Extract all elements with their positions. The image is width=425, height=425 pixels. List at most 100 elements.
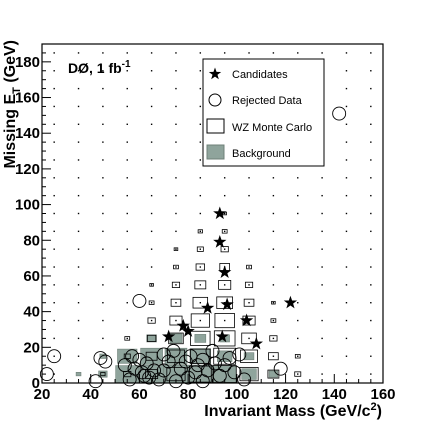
- grid-dot: [345, 355, 348, 357]
- rejected-data-circle: [227, 365, 242, 380]
- grid-dot: [150, 230, 153, 233]
- grid-dot: [150, 248, 153, 250]
- wz-box: [220, 246, 229, 253]
- wz-box: [218, 280, 232, 290]
- grid-dot: [199, 141, 202, 143]
- grid-dot: [53, 159, 55, 161]
- grid-dot: [102, 266, 104, 268]
- x-tick-label: 120: [273, 386, 298, 403]
- y-tick-label: 160: [15, 90, 40, 107]
- grid-dot: [126, 194, 128, 197]
- background-box: [98, 370, 108, 378]
- grid-dot: [77, 105, 80, 108]
- grid-dot: [223, 212, 226, 215]
- rejected-data-circle: [151, 372, 166, 387]
- background-box: [75, 371, 82, 377]
- grid-dot: [175, 177, 177, 179]
- grid-dot: [297, 52, 299, 54]
- grid-dot: [102, 159, 104, 161]
- grid-dot: [321, 266, 323, 268]
- rejected-data-circle: [169, 374, 183, 389]
- grid-dot: [321, 373, 323, 375]
- grid-dot: [370, 355, 372, 357]
- wz-box: [269, 335, 278, 342]
- grid-dot: [77, 302, 80, 304]
- wz-box: [270, 318, 277, 323]
- grid-dot: [223, 319, 226, 322]
- candidate-star: [218, 265, 232, 279]
- grid-dot: [77, 87, 80, 90]
- grid-dot: [77, 52, 80, 54]
- grid-dot: [150, 212, 153, 215]
- legend-label-background: Background: [232, 148, 291, 160]
- background-box: [189, 348, 211, 365]
- grid-dot: [297, 230, 299, 233]
- grid-dot: [102, 230, 104, 233]
- grid-dot: [223, 284, 226, 286]
- grid-dot: [248, 337, 250, 340]
- grid-dot: [297, 337, 299, 340]
- grid-dot: [77, 337, 80, 340]
- rejected-data-circle: [166, 343, 181, 358]
- grid-dot: [321, 284, 323, 286]
- grid-dot: [321, 212, 323, 215]
- grid-dot: [345, 194, 348, 197]
- grid-dot: [297, 248, 299, 250]
- wz-box: [197, 229, 203, 234]
- y-tick-label: 120: [15, 161, 40, 178]
- candidate-star: [181, 324, 195, 337]
- grid-dot: [370, 284, 372, 286]
- grid-dot: [53, 212, 55, 215]
- grid-dot: [370, 319, 372, 322]
- wz-box: [196, 246, 204, 252]
- grid-dot: [370, 248, 372, 250]
- grid-dot: [53, 87, 55, 90]
- grid-dot: [199, 177, 202, 179]
- grid-dot: [150, 123, 153, 125]
- wz-box: [146, 334, 157, 342]
- candidate-star: [239, 313, 254, 327]
- grid-dot: [53, 319, 55, 322]
- rejected-data-circle: [188, 365, 203, 380]
- grid-dot: [77, 248, 80, 250]
- grid-dot: [53, 266, 55, 268]
- background-box: [99, 353, 107, 359]
- grid-dot: [345, 159, 348, 161]
- grid-dot: [150, 319, 153, 322]
- background-box: [146, 334, 157, 343]
- grid-dot: [199, 123, 202, 125]
- grid-dot: [272, 284, 275, 286]
- grid-dot: [175, 141, 177, 143]
- rejected-data-circle: [139, 356, 154, 371]
- y-tick-label: 0: [32, 375, 40, 392]
- grid-dot: [321, 302, 323, 304]
- wz-box: [195, 263, 205, 271]
- candidate-star: [176, 318, 190, 332]
- grid-dot: [53, 248, 55, 250]
- grid-dot: [175, 319, 177, 322]
- grid-dot: [102, 105, 104, 108]
- wz-box: [149, 283, 154, 287]
- grid-dot: [272, 52, 275, 54]
- legend-label-candidates: Candidates: [232, 69, 288, 81]
- grid-dot: [321, 355, 323, 357]
- grid-dot: [345, 177, 348, 179]
- wz-box: [123, 353, 131, 359]
- candidate-star: [283, 295, 298, 309]
- rejected-data-circle: [195, 374, 210, 389]
- grid-dot: [297, 266, 299, 268]
- grid-dot: [370, 302, 372, 304]
- grid-dot: [345, 70, 348, 72]
- legend-filled-box-icon: [206, 144, 225, 160]
- wz-box: [169, 315, 183, 326]
- grid-dot: [53, 302, 55, 304]
- grid-dot: [248, 302, 250, 304]
- rejected-data-circle: [173, 361, 188, 376]
- grid-dot: [53, 123, 55, 125]
- grid-dot: [199, 319, 202, 322]
- background-box: [241, 368, 257, 380]
- grid-dot: [126, 319, 128, 322]
- grid-dot: [272, 266, 275, 268]
- grid-dot: [53, 373, 55, 375]
- rejected-data-circle: [222, 351, 237, 365]
